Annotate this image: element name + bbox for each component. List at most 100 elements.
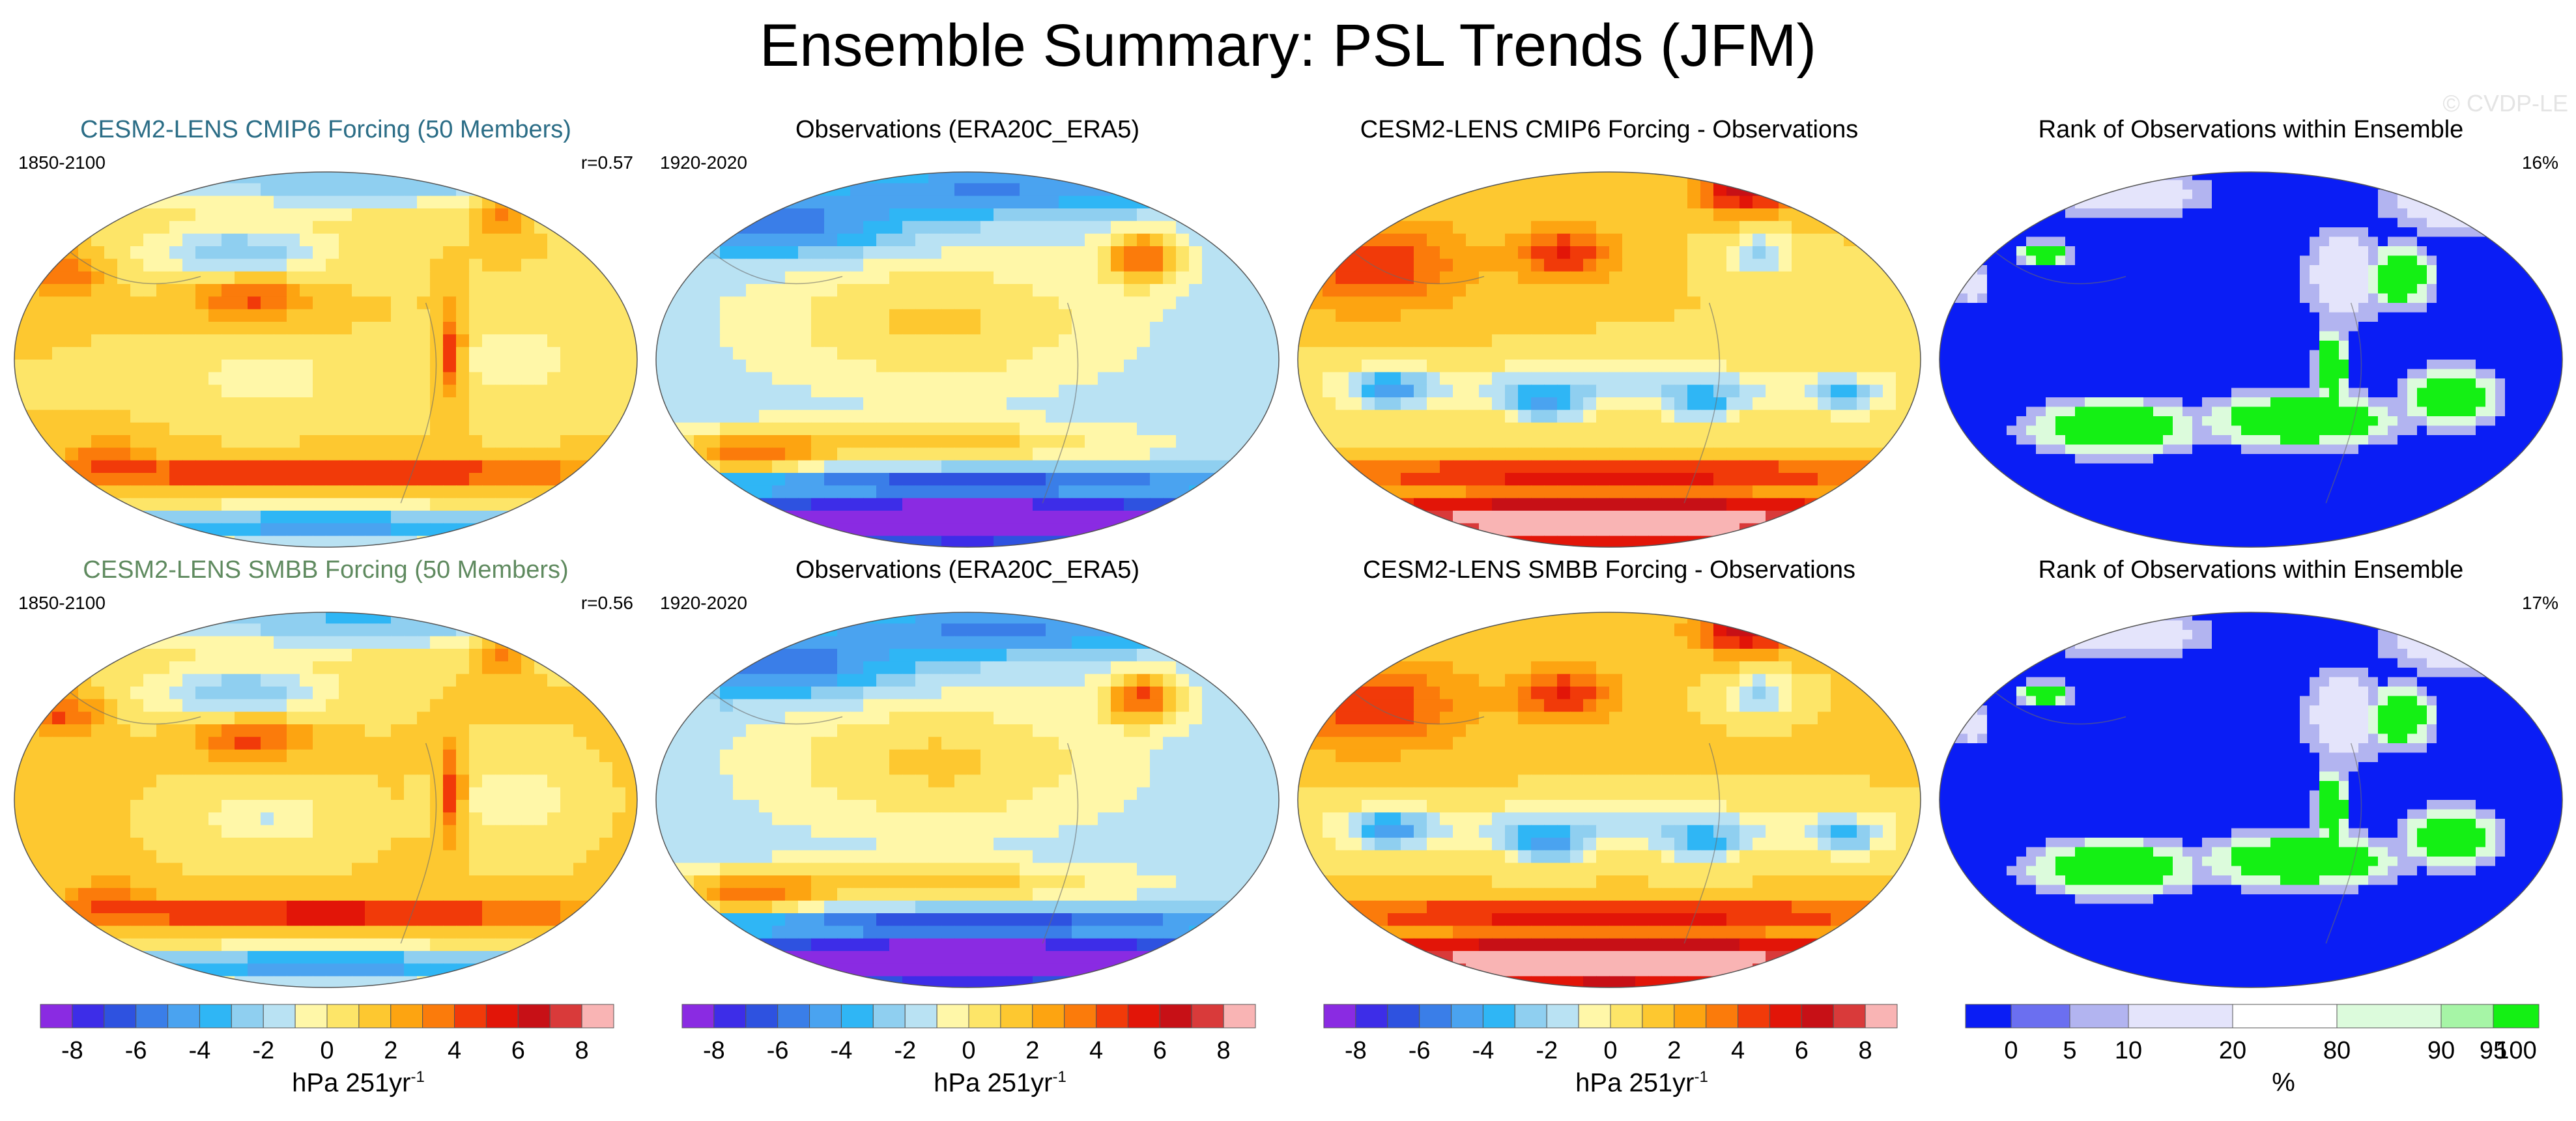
map-cell xyxy=(1267,460,1279,474)
map-cell xyxy=(1007,397,1020,411)
map-cell xyxy=(941,360,955,373)
map-cell xyxy=(1661,498,1675,511)
map-cell xyxy=(1818,384,1831,398)
map-cell xyxy=(850,410,864,423)
map-cell xyxy=(656,447,668,461)
map-cell xyxy=(994,347,1007,360)
map-cell xyxy=(902,447,916,461)
map-cell xyxy=(1505,259,1519,272)
map-cell xyxy=(1531,397,1545,411)
map-cell xyxy=(746,208,760,222)
map-cell xyxy=(2446,208,2457,219)
map-cell xyxy=(1531,233,1545,247)
map-cell xyxy=(1557,447,1571,461)
map-cell xyxy=(1779,435,1792,449)
map-cell xyxy=(625,172,637,184)
map-cell xyxy=(1909,183,1921,197)
map-cell xyxy=(365,322,379,335)
map-cell xyxy=(2339,172,2349,181)
map-cell xyxy=(2134,172,2144,181)
map-cell xyxy=(26,322,40,335)
map-cell xyxy=(1414,360,1427,373)
map-cell xyxy=(1046,284,1059,298)
map-cell xyxy=(1466,221,1480,234)
map-cell xyxy=(65,460,79,474)
map-cell xyxy=(1098,347,1111,360)
map-cell xyxy=(1349,473,1362,487)
map-cell xyxy=(837,259,851,272)
map-cell xyxy=(208,259,222,272)
map-cell xyxy=(1713,271,1727,285)
map-cell xyxy=(274,372,287,386)
map-cell xyxy=(928,296,942,310)
map-cell xyxy=(2368,246,2379,257)
map-cell xyxy=(222,195,235,209)
map-cell xyxy=(1596,485,1610,499)
map-cell xyxy=(2085,218,2095,228)
map-cell xyxy=(1401,460,1414,474)
map-cell xyxy=(625,208,637,222)
map-cell xyxy=(967,347,981,360)
map-cell xyxy=(1792,535,1805,547)
map-cell xyxy=(14,410,27,423)
map-cell xyxy=(573,511,587,524)
map-cell xyxy=(876,259,890,272)
map-cell xyxy=(456,309,470,322)
map-cell xyxy=(1544,397,1558,411)
map-cell xyxy=(1544,233,1558,247)
map-cell xyxy=(625,523,637,537)
map-cell xyxy=(1505,384,1519,398)
map-cell xyxy=(954,195,968,209)
map-cell xyxy=(2310,255,2320,266)
map-cell xyxy=(248,410,261,423)
map-cell xyxy=(130,511,144,524)
map-cell xyxy=(1375,360,1388,373)
map-cell xyxy=(573,183,587,197)
map-cell xyxy=(1792,511,1805,524)
map-cell xyxy=(915,511,929,524)
map-cell xyxy=(1362,384,1375,398)
map-cell xyxy=(313,535,326,547)
map-cell xyxy=(2055,190,2066,200)
map-cell xyxy=(430,208,444,222)
map-cell xyxy=(534,296,548,310)
map-cell xyxy=(1440,435,1453,449)
map-cell xyxy=(1870,334,1883,348)
map-cell xyxy=(469,334,483,348)
map-cell xyxy=(1124,309,1138,322)
map-cell xyxy=(117,372,131,386)
map-cell xyxy=(612,334,626,348)
map-cell xyxy=(625,435,637,449)
map-cell xyxy=(863,296,877,310)
map-cell xyxy=(1818,473,1831,487)
map-cell xyxy=(573,447,587,461)
map-cell xyxy=(1298,296,1310,310)
map-cell xyxy=(1505,447,1519,461)
map-cell xyxy=(1098,309,1111,322)
map-cell xyxy=(2202,255,2212,266)
map-cell xyxy=(1336,372,1349,386)
map-cell xyxy=(1844,498,1857,511)
map-cell xyxy=(1189,246,1203,260)
map-cell xyxy=(1687,360,1701,373)
map-cell xyxy=(287,511,300,524)
map-cell xyxy=(1309,397,1323,411)
map-cell xyxy=(1844,460,1857,474)
map-cell xyxy=(1059,183,1072,197)
map-cell xyxy=(339,195,352,209)
map-cell xyxy=(681,221,694,234)
map-cell xyxy=(300,384,313,398)
map-cell xyxy=(2319,180,2330,190)
map-cell xyxy=(612,372,626,386)
map-cell xyxy=(26,259,40,272)
map-cell xyxy=(117,511,131,524)
map-cell xyxy=(2036,236,2046,247)
map-cell xyxy=(195,410,209,423)
map-cell xyxy=(980,183,994,197)
map-cell xyxy=(1557,360,1571,373)
map-cell xyxy=(182,435,196,449)
map-cell xyxy=(391,384,405,398)
map-cell xyxy=(1202,485,1216,499)
map-cell xyxy=(1609,221,1623,234)
map-cell xyxy=(52,422,66,436)
